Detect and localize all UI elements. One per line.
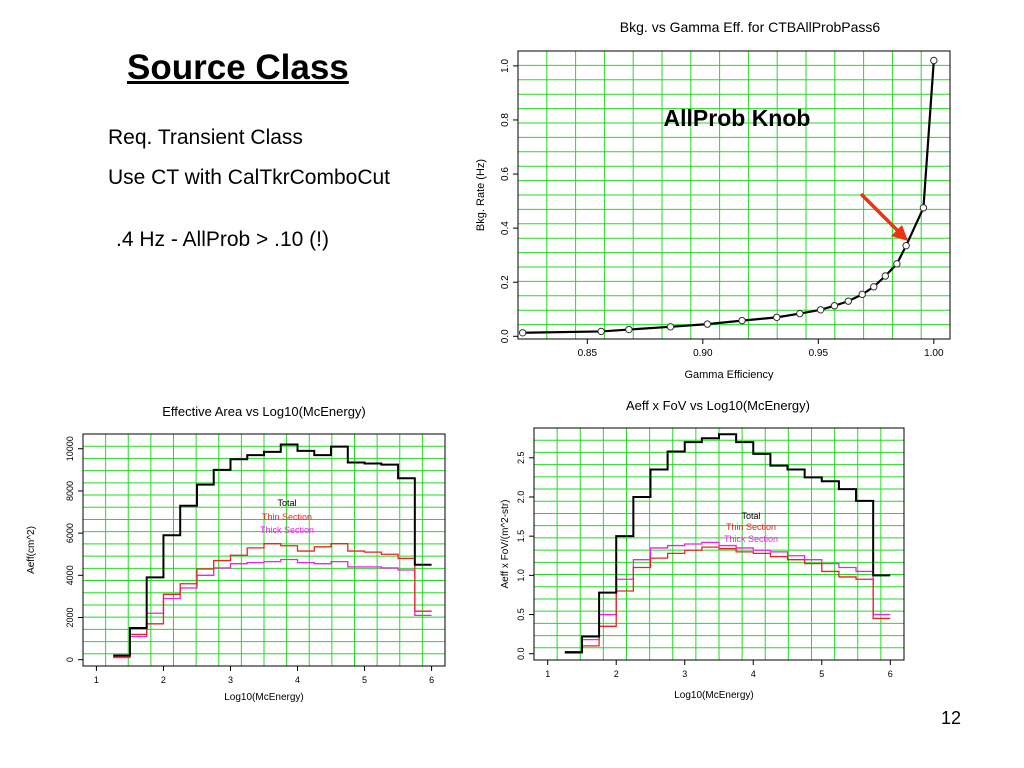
slide-title: Source Class <box>127 48 349 87</box>
chart2-legend-thin: Thin Section <box>262 512 312 522</box>
chart1-point <box>703 320 712 328</box>
chart2-xtick-label: 1 <box>94 675 99 685</box>
chart2-ytick-label: 10000 <box>65 436 75 461</box>
effective-area-chart: Effective Area vs Log10(McEnergy) 1 2 3 4 5 6… <box>26 404 446 703</box>
chart2-ytick-label: 6000 <box>65 523 75 543</box>
chart2-xlabel: Log10(McEnergy) <box>224 692 303 703</box>
chart3-ytick-label: 2.5 <box>516 452 526 465</box>
chart1-xtick-label: 0.85 <box>578 348 598 359</box>
chart1-title: Bkg. vs Gamma Eff. for CTBAllProbPass6 <box>620 19 881 35</box>
chart2-thin-section-line <box>113 543 432 658</box>
chart3-axis-ticks: 1 2 3 4 5 6 0.0 0.5 1.0 1.5 2.0 2.5 <box>516 452 893 679</box>
chart2-legend-total: Total <box>277 498 296 508</box>
page-number: 12 <box>941 708 962 728</box>
chart1-annotation: AllProb Knob <box>664 105 811 131</box>
chart2-xtick-label: 3 <box>228 675 233 685</box>
chart2-xtick-label: 6 <box>429 675 434 685</box>
chart2-series <box>113 443 432 659</box>
chart3-legend-thick: Thick Section <box>724 534 778 544</box>
chart3-frame <box>533 427 905 661</box>
chart2-frame <box>82 433 446 667</box>
chart3-ylabel: Aeff x FoV/(m^2-str) <box>500 500 511 589</box>
chart1-ytick-label: 0.8 <box>500 113 511 127</box>
chart3-legend-total: Total <box>741 511 760 521</box>
chart3-legend-thin: Thin Section <box>726 522 776 532</box>
chart2-title: Effective Area vs Log10(McEnergy) <box>162 404 366 419</box>
chart1-point <box>738 316 746 325</box>
chart1-point <box>625 325 633 334</box>
chart2-thick-section-line <box>113 558 432 659</box>
chart1-point <box>858 290 866 299</box>
chart1-xlabel: Gamma Efficiency <box>684 369 774 381</box>
chart1-point <box>870 283 878 291</box>
chart3-xtick-label: 5 <box>819 669 824 679</box>
chart1-point <box>597 327 605 336</box>
bkg-vs-gamma-chart: Bkg. vs Gamma Eff. for CTBAllProbPass6 0… <box>475 19 951 381</box>
chart3-total-line <box>564 433 891 654</box>
chart1-xtick-label: 0.95 <box>809 348 829 359</box>
chart1-point <box>919 204 928 212</box>
chart1-grid <box>518 51 950 339</box>
chart2-total-line <box>113 443 432 657</box>
chart1-ytick-label: 0.4 <box>500 221 511 235</box>
chart3-xtick-label: 3 <box>682 669 687 679</box>
chart1-point <box>893 260 901 268</box>
chart2-xtick-label: 2 <box>161 675 166 685</box>
chart1-series-line <box>522 60 935 334</box>
chart2-ylabel: Aeff(cm^2) <box>26 526 37 574</box>
bullet-req-transient: Req. Transient Class <box>108 126 303 149</box>
chart3-title: Aeff x FoV vs Log10(McEnergy) <box>626 398 810 413</box>
chart3-ytick-label: 1.0 <box>516 569 526 582</box>
chart2-ytick-label: 8000 <box>65 481 75 501</box>
chart2-ytick-label: 2000 <box>65 607 75 627</box>
chart2-axis-ticks: 1 2 3 4 5 6 0 2000 4000 6000 8000 10000 <box>65 436 434 685</box>
chart3-ytick-label: 0.5 <box>516 608 526 621</box>
bullet-allprob: .4 Hz - AllProb > .10 (!) <box>116 228 329 251</box>
chart3-ytick-label: 0.0 <box>516 647 526 660</box>
chart1-frame <box>517 50 951 340</box>
chart1-point <box>844 297 853 305</box>
chart3-series <box>564 433 891 654</box>
chart1-point <box>773 313 781 322</box>
chart3-ytick-label: 1.5 <box>516 530 526 543</box>
chart1-point <box>881 272 890 280</box>
chart1-point <box>902 242 910 250</box>
chart2-xtick-label: 5 <box>362 675 367 685</box>
chart3-xtick-label: 2 <box>614 669 619 679</box>
aeff-fov-chart: Aeff x FoV vs Log10(McEnergy) 1 2 3 4 5 6 0.0 0… <box>500 398 905 701</box>
chart2-ytick-label: 4000 <box>65 565 75 585</box>
chart1-point <box>830 302 839 310</box>
chart1-axis-ticks: 0.85 0.90 0.95 1.00 0.0 0.2 0.4 0.6 0.8 1.0 <box>500 58 944 359</box>
chart3-ytick-label: 2.0 <box>516 491 526 504</box>
chart3-xtick-label: 1 <box>545 669 550 679</box>
chart1-point <box>816 306 825 314</box>
chart1-xtick-label: 0.90 <box>693 348 713 359</box>
allprob-arrow <box>859 192 908 241</box>
chart1-ylabel: Bkg. Rate (Hz) <box>475 159 487 231</box>
chart2-legend-thick: Thick Section <box>260 525 314 535</box>
chart1-point <box>666 323 675 331</box>
chart1-points <box>518 56 938 337</box>
chart1-ytick-label: 0.2 <box>500 275 511 289</box>
chart1-point <box>796 309 804 318</box>
chart2-grid <box>83 434 445 666</box>
chart3-thick-section-line <box>564 541 891 654</box>
chart1-ytick-label: 1.0 <box>500 58 511 72</box>
chart1-point <box>930 56 938 65</box>
chart1-point <box>518 329 527 337</box>
chart2-ytick-label: 0 <box>65 657 75 662</box>
chart3-xtick-label: 6 <box>888 669 893 679</box>
chart1-xtick-label: 1.00 <box>924 348 944 359</box>
chart3-xtick-label: 4 <box>751 669 756 679</box>
chart3-thin-section-line <box>564 546 891 654</box>
chart1-ytick-label: 0.0 <box>500 329 511 343</box>
chart2-xtick-label: 4 <box>295 675 300 685</box>
bullet-use-ct: Use CT with CalTkrComboCut <box>108 166 391 189</box>
chart3-xlabel: Log10(McEnergy) <box>674 690 753 701</box>
chart1-ytick-label: 0.6 <box>500 167 511 181</box>
